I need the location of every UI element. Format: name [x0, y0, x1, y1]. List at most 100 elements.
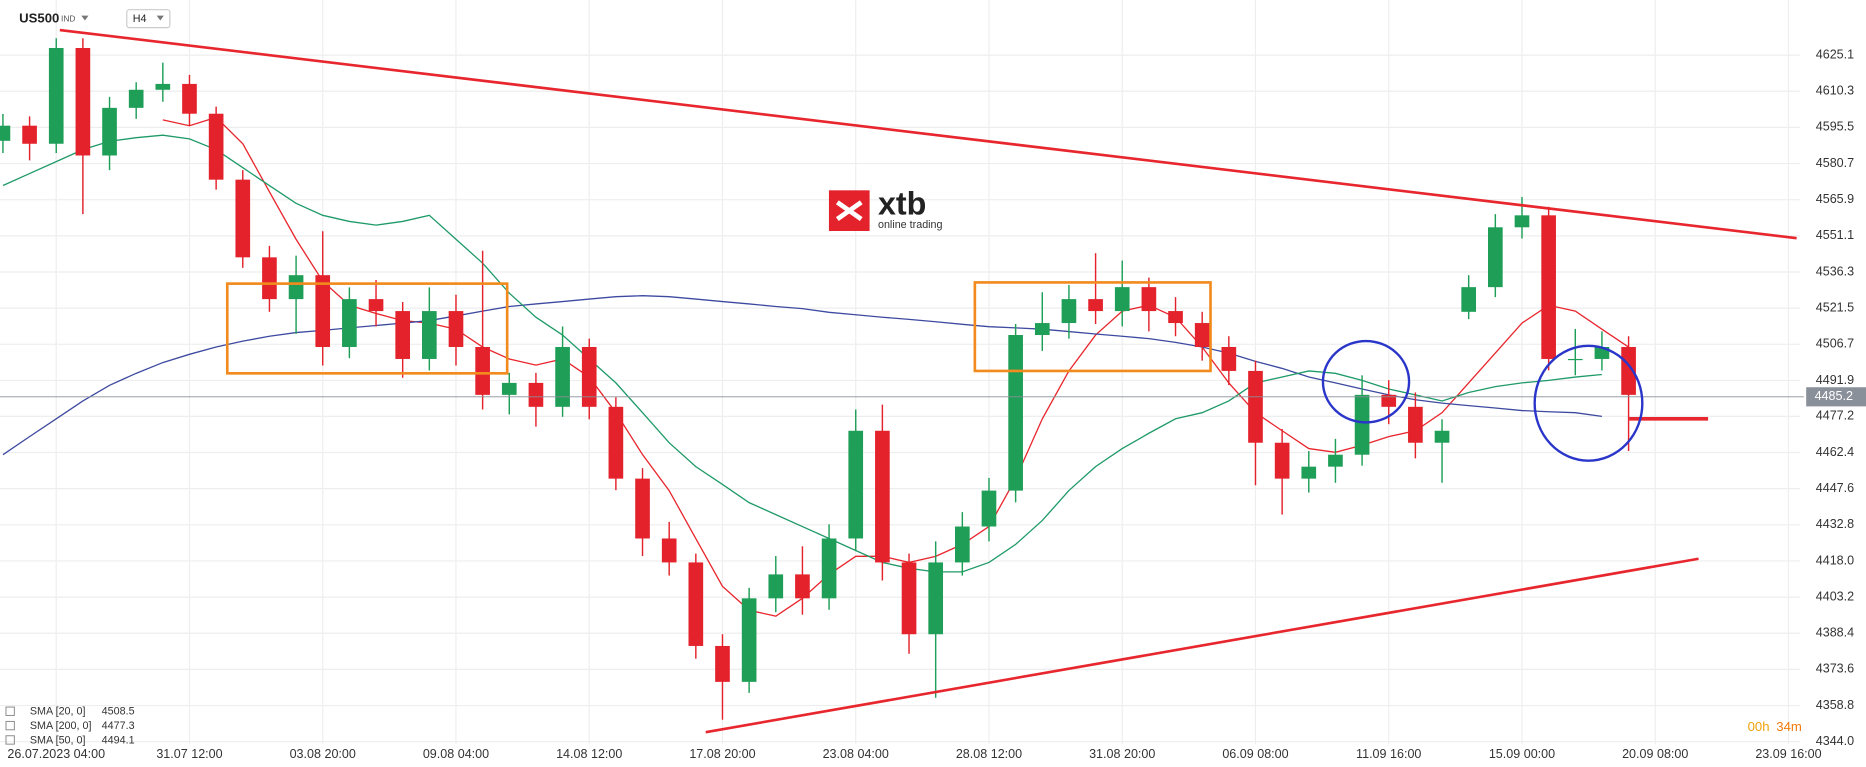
- y-tick-label: 4432.8: [1816, 517, 1854, 531]
- candle-body: [1354, 394, 1370, 455]
- y-tick-label: 4625.1: [1816, 47, 1854, 61]
- y-tick-label: 4447.6: [1816, 481, 1854, 495]
- legend-value: 4508.5: [102, 706, 135, 718]
- dropdown-arrow[interactable]: [81, 15, 89, 21]
- symbol: US500: [19, 11, 59, 26]
- candle-body: [1408, 406, 1423, 443]
- candle-body: [1168, 311, 1183, 324]
- legend-icon: [5, 706, 15, 716]
- candle-body: [741, 598, 757, 682]
- candle-body: [688, 562, 704, 646]
- candle-body: [22, 125, 37, 144]
- candle-body: [635, 478, 650, 539]
- y-tick-label: 4388.4: [1816, 626, 1854, 640]
- logo-tagline: online trading: [878, 219, 943, 231]
- candle-body: [1567, 358, 1583, 361]
- candle-body: [422, 311, 437, 359]
- circle-mark: [1533, 344, 1644, 462]
- legend: SMA [20, 0] 4508.5 SMA [200, 0] 4477.3 SMA […: [5, 706, 135, 746]
- y-tick-label: 4595.5: [1816, 120, 1854, 134]
- candle-body: [262, 257, 277, 300]
- candle-body: [768, 574, 784, 599]
- range-box: [225, 282, 509, 375]
- y-tick-label: 4373.6: [1816, 662, 1854, 676]
- candle-body: [821, 538, 837, 599]
- legend-name: SMA [50, 0]: [30, 734, 86, 746]
- y-tick-label: 4580.7: [1816, 156, 1854, 170]
- x-tick-label: 15.09 00:00: [1489, 747, 1555, 761]
- candle-body: [1061, 299, 1077, 324]
- candle-body: [235, 179, 251, 258]
- y-tick-label: 4462.4: [1816, 445, 1854, 459]
- watermark: xtb online trading: [828, 185, 943, 231]
- legend-icon: [5, 735, 15, 745]
- candle-body: [848, 430, 864, 539]
- x-tick-label: 20.09 08:00: [1622, 747, 1688, 761]
- candle-body: [901, 562, 917, 635]
- x-tick-label: 03.08 20:00: [290, 747, 356, 761]
- dropdown-arrow[interactable]: [156, 15, 164, 21]
- candle-body: [715, 645, 730, 682]
- y-tick-label: 4358.8: [1816, 698, 1854, 712]
- candle-body: [1141, 287, 1157, 312]
- candle-body: [1594, 346, 1610, 359]
- candle-body: [1248, 370, 1263, 443]
- range-box: [973, 281, 1212, 373]
- candle-body: [75, 48, 91, 156]
- legend-name: SMA [20, 0]: [30, 706, 86, 718]
- legend-name: SMA [200, 0]: [30, 720, 92, 732]
- x-tick-label: 31.08 20:00: [1089, 747, 1155, 761]
- candle-body: [155, 83, 171, 90]
- candle-body: [1328, 454, 1343, 467]
- x-tick-label: 31.07 12:00: [156, 747, 222, 761]
- candle-body: [555, 346, 570, 407]
- interval[interactable]: H4: [133, 13, 147, 25]
- x-tick-label: 26.07.2023 04:00: [7, 747, 105, 761]
- y-tick-label: 4610.3: [1816, 84, 1854, 98]
- x-tick-label: 23.09 16:00: [1755, 747, 1821, 761]
- candle-body: [288, 275, 304, 300]
- sma-line: [2, 295, 1602, 456]
- trendline: [705, 557, 1699, 734]
- countdown-minutes: 34m: [1776, 719, 1802, 734]
- candle-body: [1301, 466, 1317, 479]
- candle-body: [528, 382, 544, 407]
- candle-body: [1381, 394, 1397, 407]
- legend-value: 4477.3: [102, 720, 135, 732]
- market: IND: [61, 13, 75, 23]
- candle-body: [48, 48, 64, 144]
- candle-body: [315, 275, 331, 347]
- y-tick-label: 4506.7: [1816, 337, 1854, 351]
- x-tick-label: 11.09 16:00: [1356, 747, 1421, 761]
- candle-body: [128, 89, 144, 108]
- candle-body: [1274, 442, 1290, 479]
- candle-body: [1541, 215, 1556, 359]
- x-tick-label: 17.08 20:00: [689, 747, 755, 761]
- logo-mark: [835, 200, 863, 221]
- y-tick-label: 4477.2: [1816, 409, 1854, 423]
- y-tick-label: 4491.9: [1816, 373, 1854, 387]
- y-tick-label: 4536.3: [1816, 264, 1854, 278]
- candle-body: [1034, 323, 1050, 336]
- countdown-hours: 00h: [1748, 719, 1770, 734]
- candle-body: [1194, 323, 1210, 347]
- candle-body: [208, 113, 224, 180]
- candle-body: [395, 311, 411, 359]
- candle-body: [1114, 287, 1130, 312]
- candle-body: [875, 430, 890, 563]
- y-tick-label: 4418.0: [1816, 553, 1854, 567]
- x-tick-label: 09.08 04:00: [423, 747, 489, 761]
- interval-select[interactable]: [126, 9, 171, 29]
- price-axis: 4625.1 4610.3 4595.5 4580.7 4565.9 4551.1 4536…: [7, 47, 1866, 761]
- candle-body: [795, 574, 810, 599]
- plot: [0, 38, 1804, 720]
- y-tick-label: 4565.9: [1816, 192, 1854, 206]
- candle-body: [102, 107, 117, 156]
- y-tick-label: 4344.0: [1816, 734, 1854, 748]
- candle-body: [955, 526, 970, 563]
- candle-body: [1488, 227, 1503, 288]
- sma-line: [2, 134, 1602, 573]
- candle-body: [182, 83, 197, 114]
